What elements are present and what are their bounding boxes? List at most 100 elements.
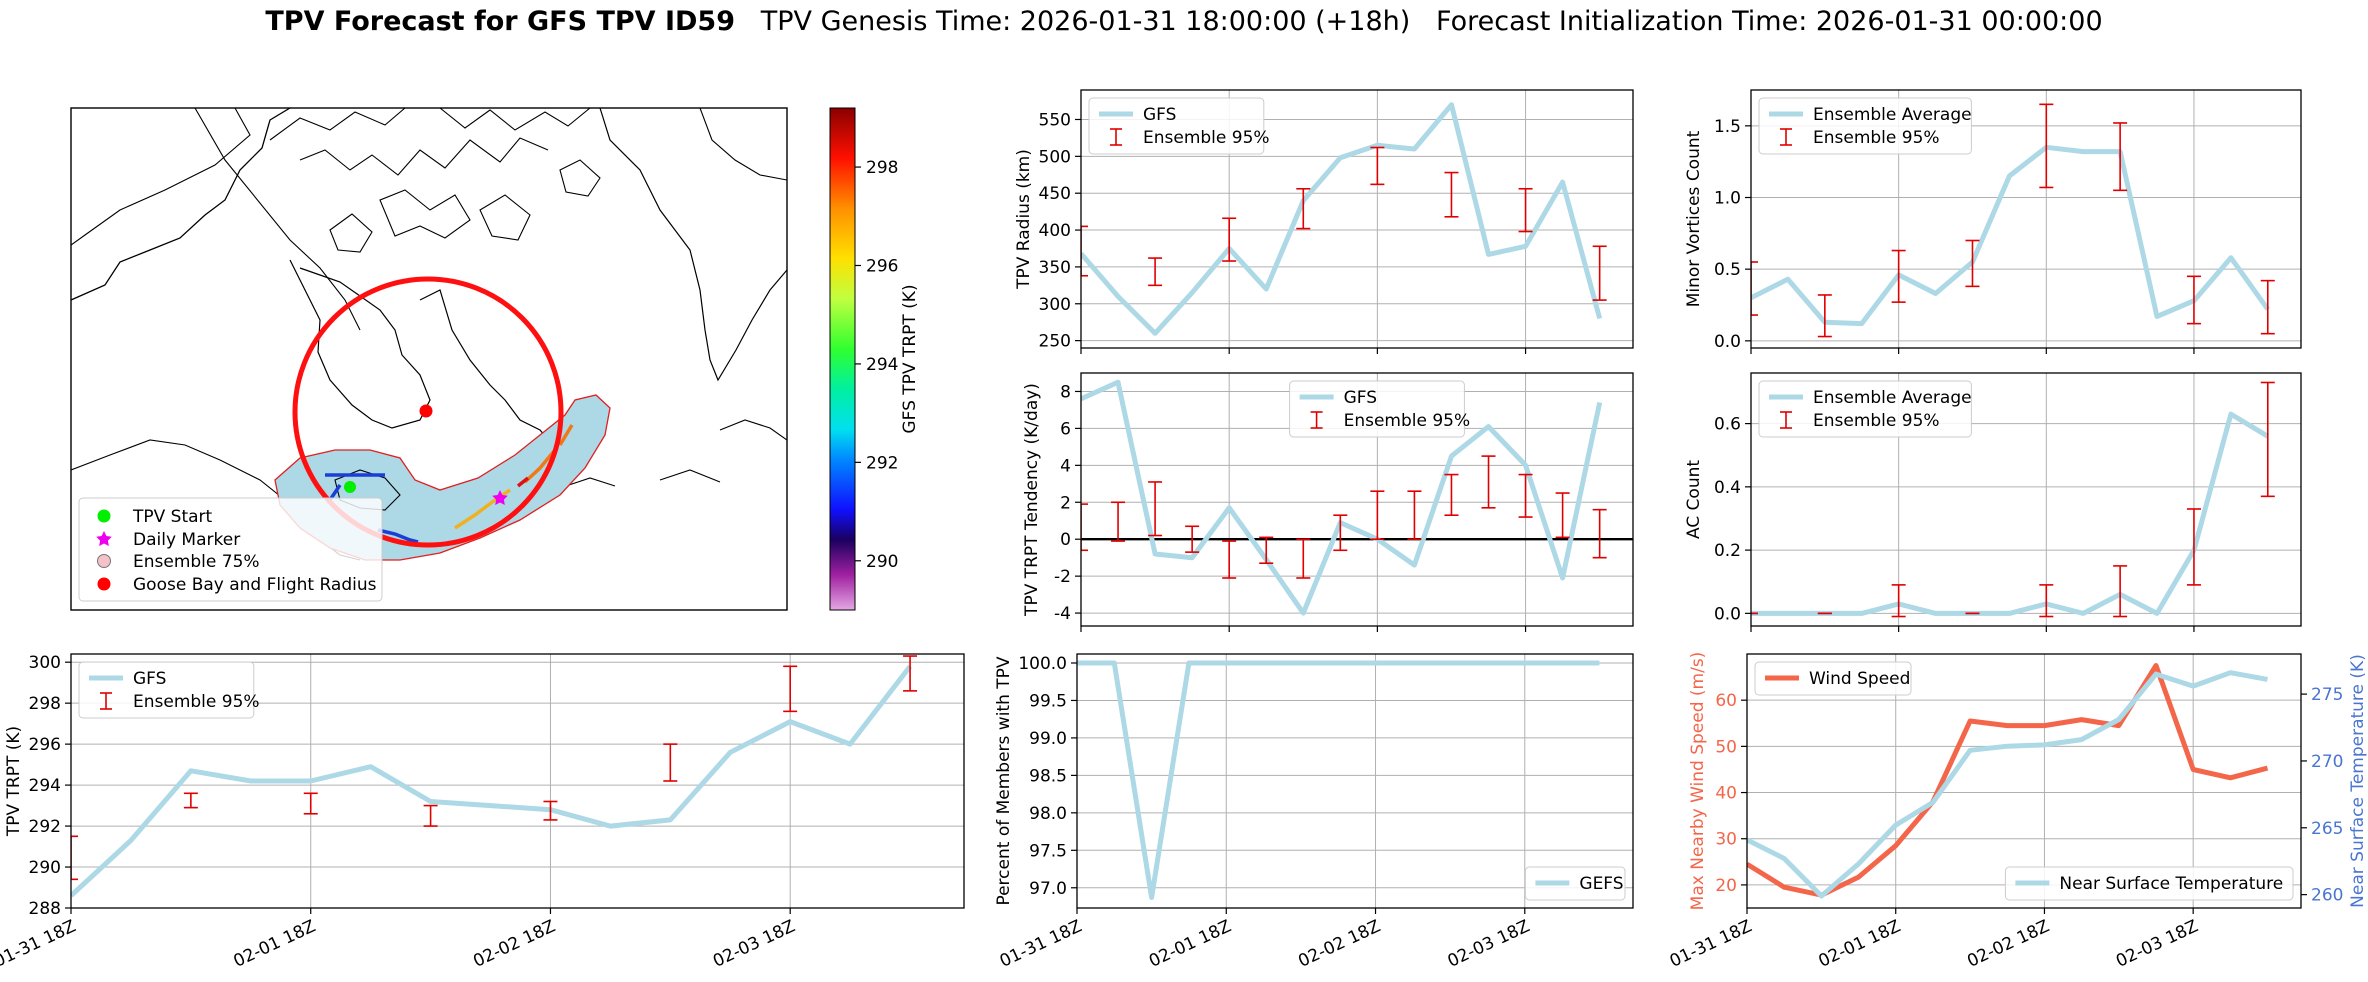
plot-area-minor [1751, 103, 2275, 338]
legend-label: Ensemble 95% [1813, 128, 1940, 148]
panel-tendency: -4 -2 0 2 4 6 8 TPV TRPT Tendency (K/day) GFS Ens… [1022, 372, 1634, 632]
legend-label: GFS [133, 669, 166, 689]
frame-minor [1750, 89, 2302, 349]
errorbar-tendency-7 [1333, 514, 1348, 552]
plot-area-tendency [1081, 379, 1607, 616]
plot-area-radius [1081, 102, 1607, 336]
x-tick-label: 02-01 18Z [1146, 916, 1234, 971]
colorbar: 290 292 294 296 298 GFS TPV TRPT (K) [829, 107, 920, 611]
y-tick-label: 60 [1715, 691, 1737, 711]
errorbar-minor-8 [2039, 103, 2054, 189]
y-tick-label: 1.5 [1714, 117, 1741, 137]
errorbar-radius-4 [1222, 217, 1237, 262]
x-tick-label: 01-31 18Z [997, 916, 1085, 971]
legend-wind_temp-lower-right: Near Surface Temperature [2004, 866, 2294, 901]
legend-label: Ensemble 95% [133, 692, 260, 712]
y-tick-label: 98.5 [1029, 766, 1067, 786]
x-tick-label: 02-03 18Z [710, 916, 798, 971]
legend-radius-upper-left: GFS Ensemble 95% [1088, 97, 1270, 155]
frame-trpt [70, 653, 965, 909]
series-line-ac-0 [1751, 411, 2270, 616]
errorbar-radius-10 [1444, 171, 1459, 218]
x-tick-label: 01-31 18Z [1667, 916, 1755, 971]
x-tick-label: 02-01 18Z [231, 916, 319, 971]
legend-label: Ensemble 95% [1143, 128, 1270, 148]
colorbar-label: GFS TPV TRPT (K) [900, 284, 920, 433]
legend-box [1754, 661, 1912, 696]
errorbar-tendency-0 [1081, 503, 1088, 552]
plot-area-ac [1751, 381, 2275, 618]
y-tick-label: 400 [1039, 221, 1071, 241]
errorbar-trpt-4 [303, 792, 318, 815]
y-tick-label: 0.2 [1714, 541, 1741, 561]
legend-label: Wind Speed [1809, 669, 1910, 689]
y-tick-label: 300 [1039, 295, 1071, 315]
y-axis-label: TPV TRPT Tendency (K/day) [1022, 383, 1042, 617]
y-tick-label: 500 [1039, 147, 1071, 167]
legend-box [1524, 866, 1626, 901]
errorbar-tendency-4 [1222, 540, 1237, 579]
legend-label: GFS [1143, 105, 1176, 125]
y-tick-label: -2 [1054, 567, 1071, 587]
track-segment-red [516, 476, 530, 488]
border-line [71, 108, 251, 246]
legend-label: Ensemble 95% [1344, 411, 1471, 431]
errorbar-minor-4 [1891, 249, 1906, 303]
y-tick-label: 0.4 [1714, 478, 1741, 498]
errorbar-minor-2 [1817, 294, 1832, 338]
legend-label-goose-bay: Goose Bay and Flight Radius [133, 575, 377, 595]
figure-title: TPV Forecast for GFS TPV ID59 TPV Genesi… [0, 6, 2368, 37]
plot-area-wind_temp [1747, 663, 2269, 899]
colorbar-gradient [829, 107, 856, 611]
y-tick-label: 0 [1060, 530, 1071, 550]
errorbar-tendency-12 [1518, 473, 1533, 518]
y-tick-label: 40 [1715, 784, 1737, 804]
y-tick-label: 298 [29, 694, 61, 714]
y-axis-label: AC Count [1684, 460, 1704, 539]
errorbar-minor-12 [2186, 275, 2201, 325]
x-tick-label: 02-02 18Z [470, 916, 558, 971]
frame-tendency [1080, 372, 1634, 627]
legend-box [1758, 97, 1972, 155]
y-tick-label: 20 [1715, 876, 1737, 896]
y-tick-label: 0.6 [1714, 415, 1741, 435]
errorbar-trpt-14 [903, 655, 918, 692]
errorbar-ac-12 [2186, 508, 2201, 586]
errorbar-radius-6 [1296, 187, 1311, 230]
legend-minor-upper-left: Ensemble Average Ensemble 95% [1758, 97, 1972, 155]
legend-marker-ensemble [97, 554, 111, 568]
y-tick-label: 8 [1060, 382, 1071, 402]
errorbar-trpt-12 [783, 665, 798, 713]
errorbar-minor-10 [2113, 122, 2128, 192]
errorbar-tendency-13 [1555, 492, 1570, 539]
y-tick-label-right: 270 [2311, 752, 2343, 772]
flight-radius-circle [292, 276, 564, 548]
y-axis-label: TPV TRPT (K) [4, 726, 24, 837]
colorbar-ticks: 290 292 294 296 298 [855, 158, 898, 572]
coastline-islands [329, 159, 601, 253]
boundary-line [194, 108, 361, 331]
y-tick-label: 100.0 [1018, 654, 1067, 674]
y-tick-label: 550 [1039, 110, 1071, 130]
plot-area-percent [1077, 660, 1600, 900]
legend-ac-upper-left: Ensemble Average Ensemble 95% [1758, 380, 1972, 438]
frame-wind_temp [1746, 653, 2302, 909]
errorbar-trpt-6 [423, 804, 438, 827]
errorbar-radius-14 [1592, 245, 1607, 301]
errorbar-ac-4 [1891, 584, 1906, 618]
legend-percent-lower-right: GEFS [1524, 866, 1626, 901]
errorbar-tendency-9 [1407, 490, 1422, 541]
y-tick-label: 99.0 [1029, 729, 1067, 749]
y-tick-label: 97.0 [1029, 879, 1067, 899]
goose-bay-marker [419, 404, 433, 418]
legend-label: Near Surface Temperature [2059, 874, 2283, 894]
y-tick-label: 290 [29, 858, 61, 878]
coastline-arctic [269, 108, 591, 176]
errorbar-radius-0 [1081, 225, 1088, 277]
legend-label: GFS [1344, 388, 1377, 408]
y-tick-label: 4 [1060, 456, 1071, 476]
legend-label: Ensemble Average [1813, 388, 1972, 408]
frame-radius [1080, 89, 1634, 349]
frame-ac [1750, 372, 2302, 627]
